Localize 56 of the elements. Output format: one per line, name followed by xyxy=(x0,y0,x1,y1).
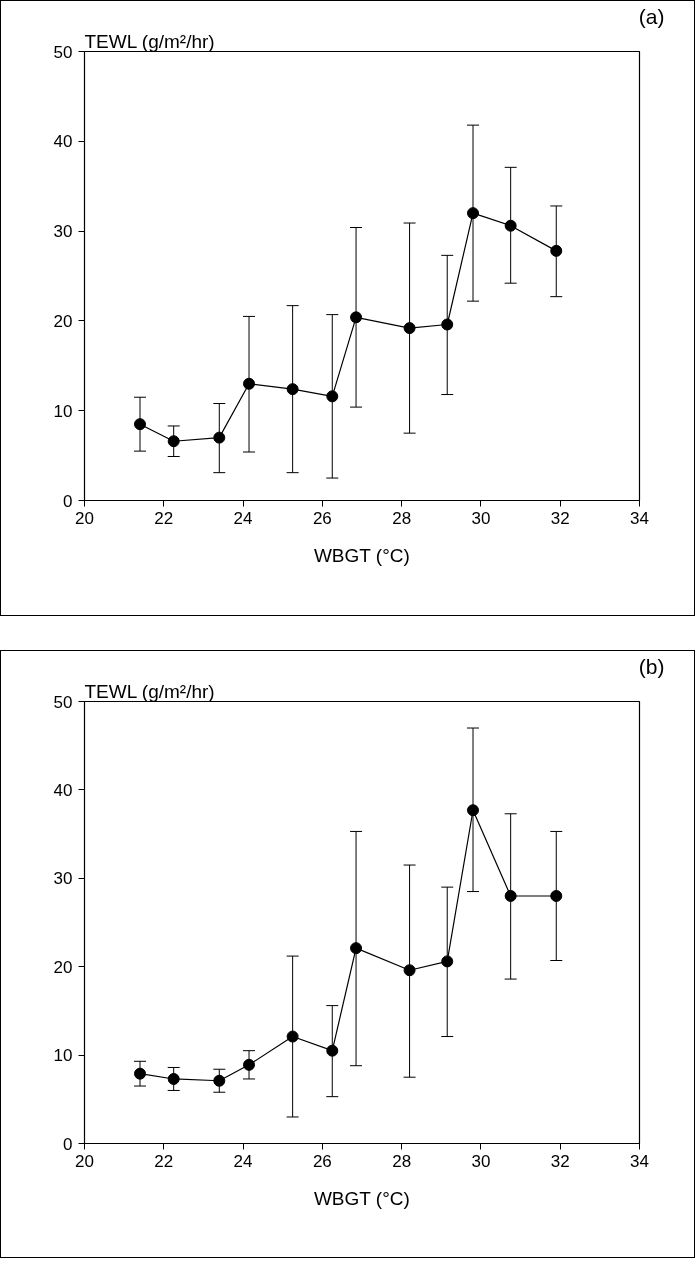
point xyxy=(441,318,454,331)
point xyxy=(167,1072,180,1085)
point xyxy=(326,1044,339,1057)
point xyxy=(243,1058,256,1071)
point xyxy=(550,889,563,902)
x-tick-label: 22 xyxy=(154,508,174,528)
point xyxy=(286,1030,299,1043)
point xyxy=(467,804,479,817)
x-tick-label: 30 xyxy=(471,508,491,528)
point xyxy=(550,244,563,257)
x-tick-label: 26 xyxy=(312,1151,332,1171)
chart-title: (a) xyxy=(638,4,665,28)
y-tick-label: 50 xyxy=(53,692,73,712)
x-axis-title: WBGT (°C) xyxy=(313,544,410,566)
point xyxy=(403,322,416,335)
x-tick-label: 28 xyxy=(392,508,412,528)
x-tick-label: 32 xyxy=(550,508,570,528)
x-tick-label: 32 xyxy=(550,1151,570,1171)
point xyxy=(504,889,517,902)
point xyxy=(243,377,256,390)
point xyxy=(134,1067,146,1080)
point xyxy=(326,390,339,403)
y-tick-label: 0 xyxy=(63,1134,73,1154)
y-tick-label: 30 xyxy=(53,869,73,889)
x-tick-label: 28 xyxy=(392,1151,412,1171)
y-tick-label: 30 xyxy=(53,222,73,242)
chart-title: (b) xyxy=(638,654,665,678)
x-tick-label: 24 xyxy=(233,508,253,528)
point xyxy=(167,435,180,448)
point xyxy=(350,311,363,324)
x-axis-title: WBGT (°C) xyxy=(313,1187,410,1209)
y-tick-label: 40 xyxy=(53,780,73,800)
point xyxy=(403,964,416,977)
x-tick-label: 26 xyxy=(312,508,332,528)
y-tick-label: 20 xyxy=(53,311,73,331)
point xyxy=(350,942,363,955)
y-tick-label: 0 xyxy=(63,491,73,511)
point xyxy=(504,219,517,232)
x-tick-label: 34 xyxy=(630,508,649,528)
point xyxy=(286,383,299,396)
y-axis-title: TEWL (g/m²/hr) xyxy=(84,680,215,702)
x-tick-label: 22 xyxy=(154,1151,174,1171)
y-axis-title: TEWL (g/m²/hr) xyxy=(84,30,215,52)
y-tick-label: 50 xyxy=(53,42,73,62)
x-tick-label: 34 xyxy=(630,1151,649,1171)
x-tick-label: 24 xyxy=(233,1151,253,1171)
y-tick-label: 20 xyxy=(53,957,73,977)
point xyxy=(134,418,146,431)
point xyxy=(213,431,226,444)
y-tick-label: 40 xyxy=(53,132,73,152)
y-tick-label: 10 xyxy=(53,1046,73,1066)
point xyxy=(467,207,479,220)
point xyxy=(213,1074,226,1087)
x-tick-label: 30 xyxy=(471,1151,491,1171)
y-tick-label: 10 xyxy=(53,401,73,421)
point xyxy=(441,955,454,968)
